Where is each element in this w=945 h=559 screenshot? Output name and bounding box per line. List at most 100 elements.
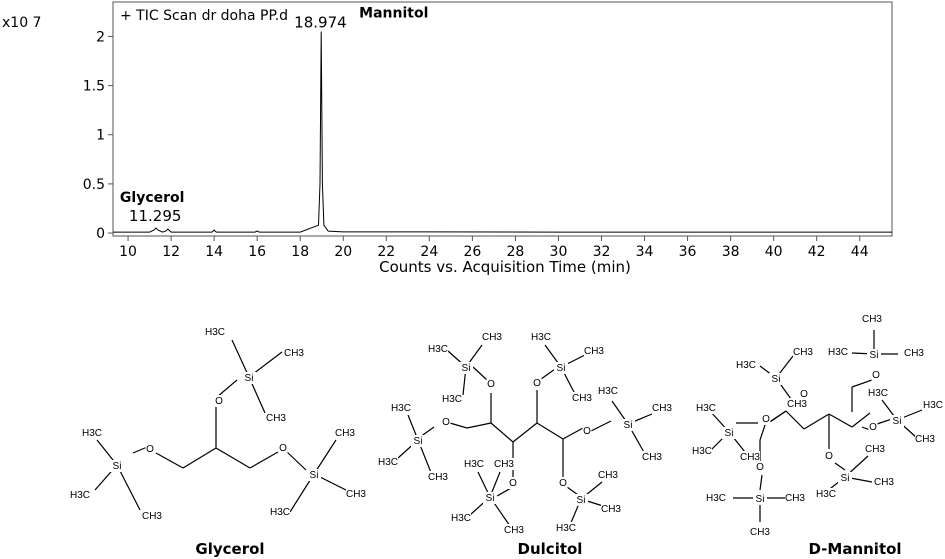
atom-label-bg [572, 392, 592, 404]
atom-label-bg [598, 385, 618, 397]
atom-label: CH3 [335, 428, 355, 439]
atom-label: H3C [451, 513, 471, 524]
atom-label: H3C [692, 446, 712, 457]
atom-label-bg [824, 450, 834, 462]
bond-line [881, 399, 898, 421]
atom-label: H3C [531, 332, 551, 343]
atom-label: Si [577, 495, 586, 506]
bond-line [289, 473, 315, 513]
atom-label: CH3 [504, 525, 524, 536]
bond-line [896, 419, 918, 439]
atom-label: CH3 [494, 459, 514, 470]
atom-label-bg [867, 349, 881, 361]
x-tick-label: 14 [205, 244, 223, 260]
atom-label-bg [785, 492, 805, 504]
atom-label: H3C [828, 347, 848, 358]
bond-line [728, 431, 746, 453]
atom-label-bg [532, 377, 542, 389]
bond-line [313, 473, 351, 493]
atom-label: H3C [428, 344, 448, 355]
atom-label: O [442, 417, 450, 428]
x-tick-label: 32 [593, 244, 611, 260]
bond-line [876, 418, 893, 425]
bond-line [759, 365, 777, 379]
atom-label-bg [110, 460, 124, 472]
atom-label-bg [494, 458, 514, 470]
atom-label-bg [871, 369, 881, 381]
bond-line [540, 366, 559, 380]
structure-name-glycerol: Glycerol [195, 540, 264, 558]
bond-line [569, 498, 582, 526]
atom-label-bg [868, 421, 878, 433]
bond-line [248, 376, 266, 414]
bond-line [775, 355, 794, 379]
atom-label-bg [706, 492, 726, 504]
bond-line [560, 353, 588, 368]
bond-line [851, 352, 875, 355]
bond-line [489, 471, 501, 498]
atom-label-bg [554, 362, 568, 374]
atom-label: O [533, 378, 541, 389]
atom-label: H3C [598, 386, 618, 397]
bond-line [627, 423, 646, 455]
atom-label-bg [482, 331, 502, 343]
atom-label-bg [584, 345, 604, 357]
atom-label-bg [391, 402, 411, 414]
x-tick-label: 34 [636, 244, 654, 260]
atom-label-bg [621, 419, 635, 431]
atom-label: O [869, 422, 877, 433]
atom-label-bg [915, 433, 935, 445]
atom-label-bg [904, 347, 924, 359]
atom-label-bg [411, 435, 425, 447]
atom-label: CH3 [750, 527, 770, 538]
atom-label: H3C [923, 400, 943, 411]
bond-line [96, 439, 118, 466]
atom-label-bg [582, 425, 592, 437]
atom-label-bg [692, 445, 712, 457]
atom-label: CH3 [865, 444, 885, 455]
atom-label: H3C [464, 459, 484, 470]
atom-label-bg [696, 402, 716, 414]
atom-label: CH3 [266, 413, 286, 424]
y-axis-multiplier: x10 7 [2, 15, 41, 31]
bond-line [248, 351, 283, 378]
atom-label-bg [769, 373, 783, 385]
bond-line [851, 379, 873, 388]
atom-label: O [762, 414, 770, 425]
atom-label-bg [787, 398, 807, 410]
atom-label: H3C [378, 457, 398, 468]
bond-line [477, 471, 491, 498]
atom-label: CH3 [572, 393, 592, 404]
x-tick-label: 20 [334, 244, 352, 260]
atom-label: CH3 [642, 452, 662, 463]
atom-label-bg [284, 347, 304, 359]
x-tick-label: 38 [722, 244, 740, 260]
bond-line [489, 496, 511, 527]
atom-label-bg [816, 488, 836, 500]
atom-label-bg [70, 489, 90, 501]
peak-compound-label: Glycerol [120, 190, 185, 206]
atom-label-bg [242, 372, 256, 384]
atom-label: H3C [70, 490, 90, 501]
atom-label: Si [486, 493, 495, 504]
bond-line [566, 486, 582, 498]
atom-label: O [146, 444, 154, 455]
atom-label: CH3 [601, 504, 621, 515]
peak-compound-label: Mannitol [359, 5, 428, 21]
atom-label: O [487, 379, 495, 390]
atom-label-bg [799, 388, 809, 400]
structure-name-dulcitol: Dulcitol [518, 540, 583, 558]
bond-line [825, 476, 846, 493]
bond-line [231, 339, 250, 378]
bond-line [249, 451, 279, 469]
bond-line [627, 413, 653, 425]
bond-line [844, 476, 873, 483]
atom-label: H3C [556, 523, 576, 534]
atom-label-bg [508, 477, 518, 489]
y-tick-label: 0 [96, 226, 105, 242]
chromatogram-chart: x10 7 + TIC Scan dr doha PP.d 10 12 14 16 18… [2, 1, 893, 276]
bond-line [490, 422, 514, 443]
bond-line [182, 447, 217, 469]
bond-line [469, 496, 491, 516]
peak-rt-label: 18.974 [294, 13, 347, 31]
